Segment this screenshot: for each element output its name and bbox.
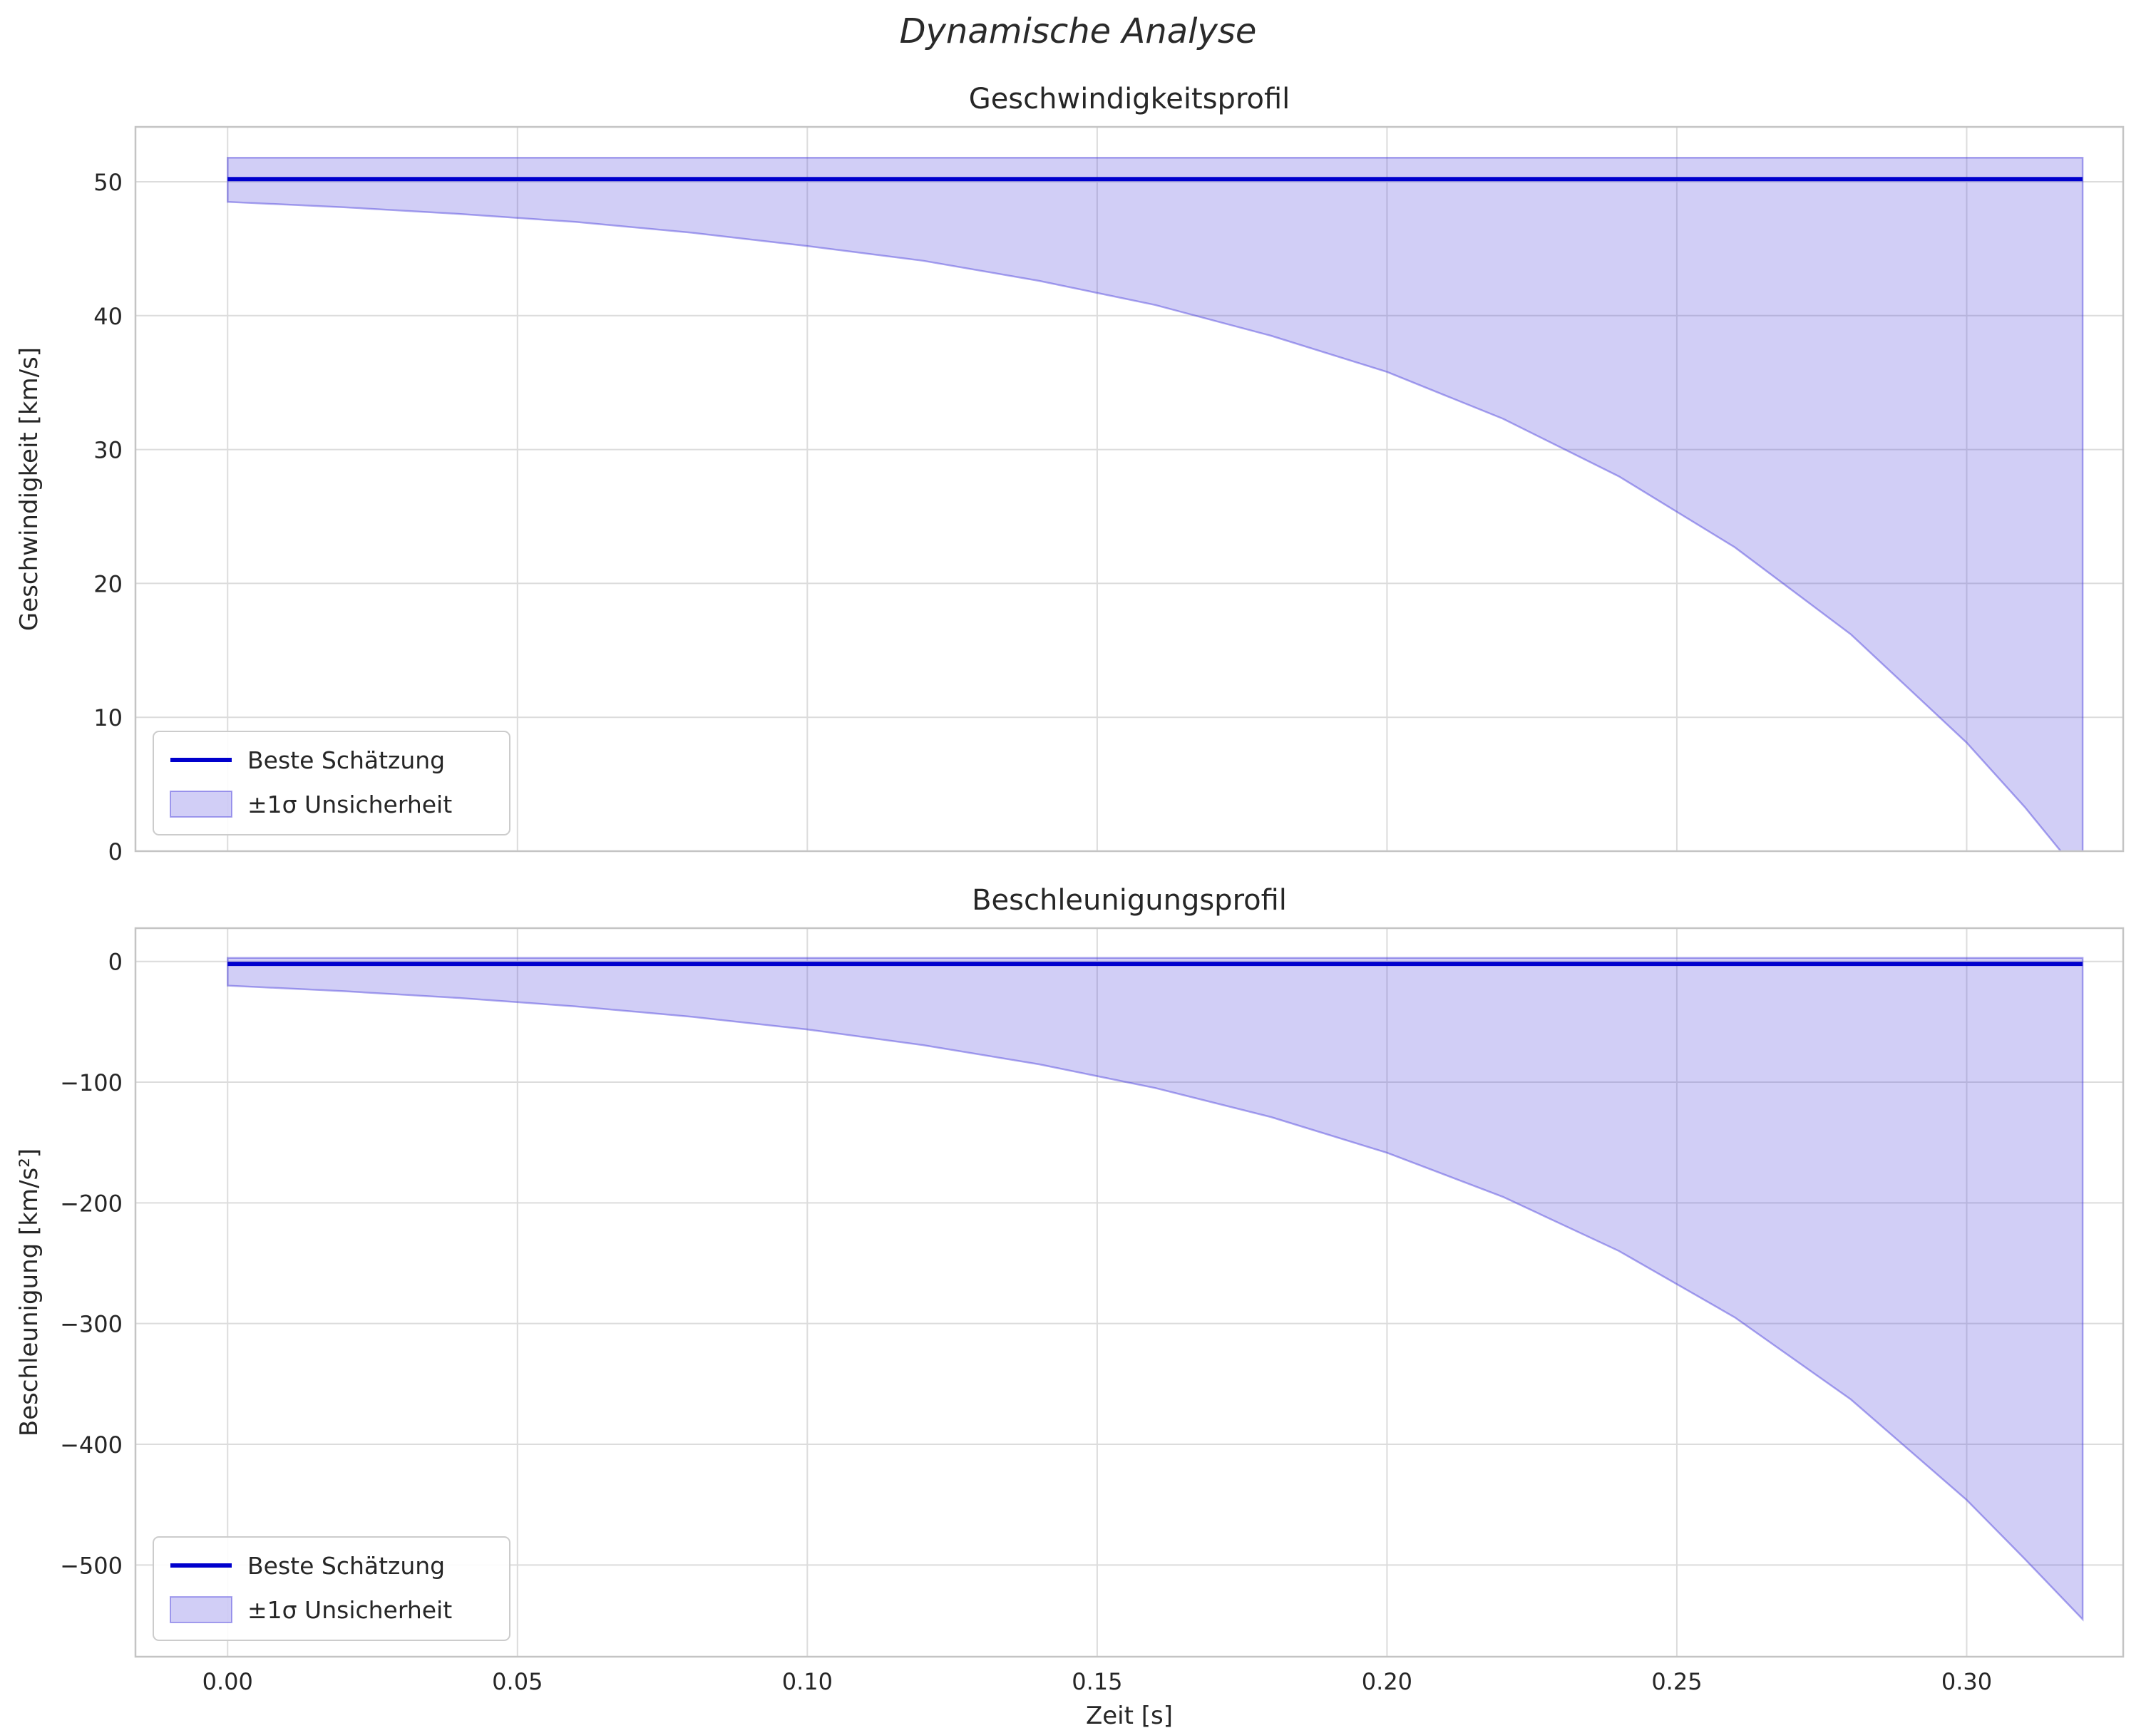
legend-box [153,1536,510,1641]
x-axis-label: Zeit [s] [1086,1702,1173,1728]
plot-frame [134,927,2125,1658]
x-tick-label: 0.20 [1362,1668,1412,1695]
x-tick-label: 0.05 [492,1668,543,1695]
y-tick-label: 50 [93,169,123,196]
legend-label-uncertainty: ±1σ Unsicherheit [247,791,452,818]
legend-label-best-estimate: Beste Schätzung [247,1552,445,1580]
plot-frame [134,125,2125,853]
legend: Beste Schätzung ±1σ Unsicherheit [153,731,510,835]
page-title: Dynamische Analyse [899,11,1257,51]
legend-box [153,731,510,835]
y-axis-label: Geschwindigkeit [km/s] [15,347,43,631]
legend-band-sample [170,791,232,818]
x-tick-label: 0.15 [1072,1668,1122,1695]
y-tick-label: 0 [108,838,123,865]
x-tick-label: 0.00 [202,1668,253,1695]
subplot-title: Geschwindigkeitsprofil [969,83,1290,115]
y-tick-label: −400 [60,1431,123,1459]
legend: Beste Schätzung ±1σ Unsicherheit [153,1536,510,1641]
y-tick-label: −500 [60,1552,123,1579]
subplot-acceleration: Beschleunigungsprofil Beschleunigung [km/… [15,884,2125,1728]
y-tick-label: 40 [93,303,123,330]
subplot-velocity: Geschwindigkeitsprofil Geschwindigkeit [k… [15,83,2125,865]
x-tick-label: 0.25 [1651,1668,1702,1695]
y-tick-label: −200 [60,1190,123,1217]
y-tick-label: 20 [93,570,123,597]
uncertainty-band [227,156,2084,851]
legend-band-sample [170,1596,232,1623]
uncertainty-band [227,957,2084,1622]
legend-label-best-estimate: Beste Schätzung [247,746,445,774]
y-tick-label: −300 [60,1311,123,1338]
y-tick-label: 0 [108,949,123,976]
y-tick-label: −100 [60,1069,123,1096]
y-axis-label: Beschleunigung [km/s²] [15,1148,43,1436]
y-tick-label: 30 [93,437,123,464]
y-tick-label: 10 [93,704,123,731]
x-tick-label: 0.10 [782,1668,833,1695]
x-tick-label: 0.30 [1941,1668,1992,1695]
subplot-title: Beschleunigungsprofil [972,884,1287,917]
legend-label-uncertainty: ±1σ Unsicherheit [247,1596,452,1624]
